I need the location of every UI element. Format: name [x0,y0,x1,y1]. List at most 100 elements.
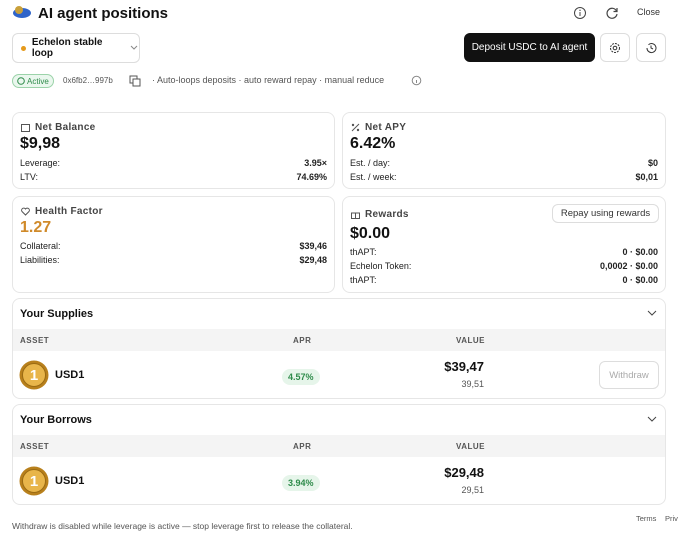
coin-text: 1 [30,367,38,384]
title: AI agent positions [38,5,169,22]
history-button[interactable] [636,33,666,62]
table-header: ASSET APR VALUE [13,329,665,351]
refresh-button[interactable] [605,6,619,20]
row-label: Echelon Token: [350,261,412,271]
gift-icon [351,212,360,219]
card-header: Net Balance [21,122,96,133]
privacy-link[interactable]: Priv [665,514,678,523]
net-balance-card: Net Balance $9,98 Leverage: 3.95× LTV: 74.… [12,112,335,189]
table-header: ASSET APR VALUE [13,435,665,457]
deposit-button[interactable]: Deposit USDC to AI agent [464,33,595,62]
chevron [130,45,138,50]
check-icon [17,77,25,85]
asset-value: $29,48 [444,465,484,480]
row-value: 3.95× [304,158,327,168]
asset-name: USD1 [55,369,85,381]
health-factor-card: Health Factor 1.27 Collateral: $39,46 Lia… [12,196,335,293]
apr-pill: 3.94% [282,475,320,491]
coin-icon: 1 [19,466,49,496]
heart-icon [21,207,30,216]
asset-amount: 29,51 [461,485,484,495]
row-label: Est. / week: [350,172,397,182]
column-header: APR [293,442,312,451]
row-label: Liabilities: [20,255,60,265]
card-value: 1.27 [20,219,52,236]
withdraw-button[interactable]: Withdraw [599,361,659,389]
column-header: VALUE [456,336,486,345]
column-header: VALUE [456,442,486,451]
row-label: Leverage: [20,158,61,168]
strategy-label: Echelon stable loop [31,37,103,59]
card-row: Leverage: 3.95× [20,158,327,168]
collapse-chevron[interactable] [647,309,657,317]
card-header: Net APY [351,122,406,133]
rewards-card: Rewards Repay using rewards $0.00 thAPT:… [342,196,666,293]
settings-button[interactable] [600,33,630,62]
section-title[interactable]: Your Supplies [20,308,94,320]
card-header: Health Factor [21,206,103,217]
wallet-icon [21,124,30,132]
card-row: Liabilities: $29,48 [20,255,327,265]
status-dot [21,45,26,51]
percent-icon [351,123,360,132]
footer-note: Withdraw is disabled while leverage is a… [12,521,353,531]
column-header: ASSET [20,336,50,345]
card-value: $0.00 [350,225,391,242]
terms-link[interactable]: Terms [636,514,657,523]
apr-pill: 4.57% [282,369,320,385]
repay-button[interactable]: Repay using rewards [552,204,659,223]
card-row: LTV: 74.69% [20,172,327,182]
card-row: Collateral: $39,46 [20,241,327,251]
card-header: Rewards [351,209,409,220]
section-title[interactable]: Your Borrows [20,414,92,426]
row-value: 0 · $0.00 [622,275,658,285]
card-title: Health Factor [35,206,103,217]
history-icon [646,42,657,53]
card-row: thAPT: 0 · $0.00 [350,247,658,257]
row-value: $0 [647,158,658,168]
badge-text: Active [27,76,49,86]
description: · Auto-loops deposits · auto reward repa… [152,75,385,85]
card-value: $9,98 [20,135,61,152]
collapse-chevron[interactable] [647,415,657,423]
card-title: Net APY [365,122,407,133]
supplies-section: Your Supplies ASSET APR VALUE 1 USD1 4.57%… [12,298,666,399]
asset-value: $39,47 [444,359,484,374]
active-badge: Active [12,74,54,88]
card-title: Rewards [365,209,409,220]
card-row: Echelon Token: 0,0002 · $0.00 [350,261,658,271]
copy-button[interactable] [129,75,141,87]
net-apy-card: Net APY 6.42% Est. / day: $0 Est. / week:… [342,112,666,189]
row-label: Est. / day: [350,158,391,168]
row-label: Collateral: [20,241,61,251]
card-title: Net Balance [35,122,96,133]
row-value: 74.69% [296,172,327,182]
card-row: Est. / day: $0 [350,158,658,168]
asset-amount: 39,51 [461,379,484,389]
card-row: thAPT: 0 · $0.00 [350,275,658,285]
coin-icon: 1 [19,360,49,390]
row-value: 0 · $0.00 [622,247,658,257]
row-label: thAPT: [350,275,377,285]
card-value: 6.42% [350,135,396,152]
row-value: 0,0002 · $0.00 [599,261,658,271]
row-label: thAPT: [350,247,377,257]
asset-name: USD1 [55,475,85,487]
info-button[interactable] [573,6,587,20]
close-button[interactable]: Close [637,7,661,17]
card-row: Est. / week: $0,01 [350,172,658,182]
gear-icon [610,42,620,53]
app-icon [13,6,31,18]
coin-text: 1 [30,473,38,490]
row-value: $0,01 [635,172,658,182]
column-header: ASSET [20,442,50,451]
row-value: $29,48 [299,255,327,265]
row-label: LTV: [20,172,39,182]
strategy-select[interactable]: Echelon stable loop [12,33,140,63]
address: 0x6fb2…997b [63,76,113,85]
info-icon[interactable] [411,75,422,86]
column-header: APR [293,336,312,345]
borrows-section: Your Borrows ASSET APR VALUE 1 USD1 3.94% … [12,404,666,505]
row-value: $39,46 [299,241,327,251]
